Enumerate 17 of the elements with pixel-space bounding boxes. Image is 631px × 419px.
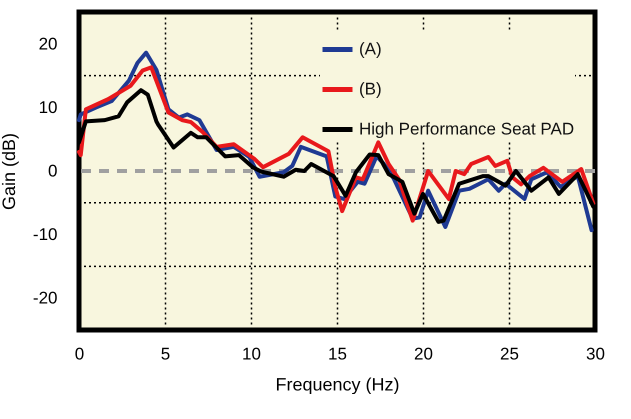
y-tick-label: 20	[38, 34, 58, 54]
y-tick-label: 10	[38, 98, 58, 117]
y-axis-title: Gain (dB)	[0, 132, 19, 210]
x-axis-title: Frequency (Hz)	[275, 374, 400, 394]
x-tick-label: 20	[414, 344, 433, 364]
legend-label: (A)	[359, 40, 382, 58]
legend-label: High Performance Seat PAD	[359, 120, 574, 138]
x-tick-label: 0	[74, 344, 84, 364]
x-tick-label: 10	[242, 344, 261, 364]
x-tick-label: 30	[586, 344, 605, 364]
x-tick-label: 5	[160, 344, 170, 364]
x-tick-label: 25	[500, 344, 519, 364]
legend-label: (B)	[359, 80, 382, 98]
x-tick-label: 15	[328, 344, 347, 364]
y-tick-label: -20	[32, 288, 58, 308]
y-tick-label: 0	[48, 162, 58, 180]
y-tick-label: -10	[32, 225, 58, 244]
